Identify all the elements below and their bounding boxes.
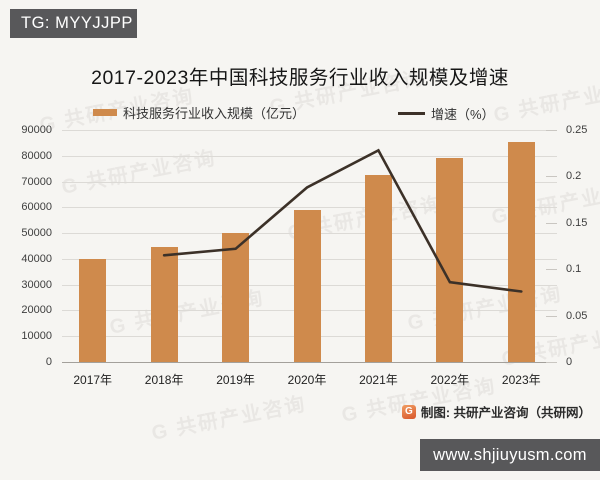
chart-credit: G 制图: 共研产业咨询（共研网） (401, 402, 591, 421)
gridline (62, 362, 557, 363)
right-axis-tick-label: 0.1 (566, 263, 582, 276)
revenue-bar (79, 259, 107, 362)
gridline (62, 181, 557, 183)
left-axis-tick-label: 50000 (21, 227, 52, 240)
left-axis-tick-label: 0 (45, 356, 52, 368)
right-axis-tick (546, 362, 557, 363)
x-axis-label: 2019年 (216, 373, 255, 387)
right-axis-tick-label: 0.25 (566, 124, 588, 136)
left-axis-tick-label: 20000 (21, 304, 52, 317)
left-axis-tick-label: 30000 (21, 278, 52, 291)
x-axis-label: 2020年 (287, 373, 327, 387)
right-axis-tick-label: 0.05 (566, 309, 588, 322)
website-badge: www.shjiuyusm.com (420, 439, 600, 471)
bar-swatch-icon (93, 109, 117, 116)
x-axis-label: 2023年 (501, 373, 541, 387)
x-axis-label: 2021年 (359, 373, 398, 387)
right-axis-tick-label: 0.15 (566, 216, 588, 229)
legend-label-growth: 增速（%） (431, 107, 495, 122)
credit-text: 制图: 共研产业咨询（共研网） (420, 406, 591, 420)
revenue-bar (364, 174, 392, 362)
right-axis-tick (546, 269, 557, 271)
left-axis-tick-label: 40000 (21, 252, 52, 265)
left-axis-tick-label: 10000 (21, 330, 52, 343)
revenue-bar (222, 233, 250, 362)
x-axis-label: 2022年 (430, 373, 470, 387)
revenue-bar (436, 158, 464, 362)
telegram-badge-text: TG: MYYJJPP (21, 14, 133, 32)
revenue-bar (507, 141, 535, 362)
revenue-bar (293, 209, 321, 362)
right-axis-tick (546, 130, 557, 131)
right-axis-tick-label: 0 (566, 356, 573, 368)
right-axis-tick (546, 222, 557, 224)
left-axis-tick-label: 80000 (21, 149, 52, 162)
chart-title: 2017-2023年中国科技服务行业收入规模及增速 (91, 67, 509, 89)
right-axis-tick (546, 176, 557, 178)
revenue-bar (150, 247, 178, 362)
x-axis-label: 2018年 (144, 373, 184, 387)
left-axis-tick-label: 70000 (21, 175, 52, 188)
legend-item-growth: 增速（%） (398, 104, 495, 123)
gridline (62, 130, 557, 131)
gongyan-logo-icon: G (401, 404, 416, 419)
telegram-badge: TG: MYYJJPP (10, 9, 137, 38)
right-axis-tick-label: 0.2 (566, 170, 582, 183)
left-axis-tick-label: 90000 (21, 124, 52, 136)
website-badge-text: www.shjiuyusm.com (433, 445, 587, 464)
gridline (62, 155, 557, 157)
gridline (62, 207, 557, 209)
right-axis-tick (546, 315, 557, 317)
x-axis-label: 2017年 (73, 373, 113, 387)
legend-item-revenue: 科技服务行业收入规模（亿元） (93, 103, 305, 122)
line-swatch-icon (398, 112, 425, 115)
legend-label-revenue: 科技服务行业收入规模（亿元） (123, 106, 306, 121)
left-axis-tick-label: 60000 (21, 201, 52, 214)
